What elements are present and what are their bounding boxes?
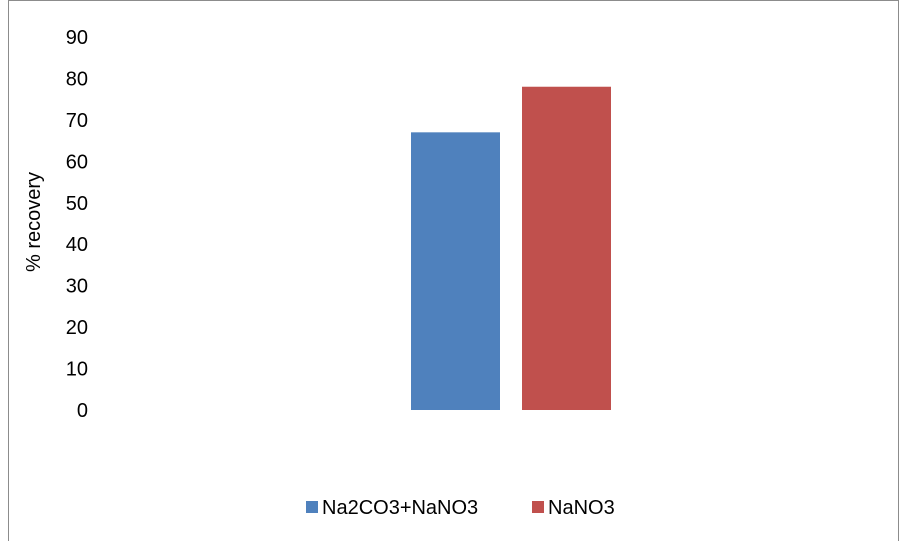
chart-frame	[8, 0, 899, 541]
y-tick-label: 70	[66, 110, 88, 132]
y-tick-label: 60	[66, 151, 88, 173]
y-tick-label: 90	[66, 27, 88, 49]
y-tick-label: 30	[66, 276, 88, 298]
bar-na2co3-nano3	[411, 132, 500, 411]
y-tick-label: 80	[66, 68, 88, 90]
legend-label: NaNO3	[548, 497, 615, 519]
bars	[411, 86, 611, 411]
y-tick-label: 0	[77, 400, 88, 422]
y-tick-label: 10	[66, 359, 88, 381]
legend-swatch	[532, 501, 544, 513]
y-tick-label: 50	[66, 193, 88, 215]
y-axis-ticks: 0 10 20 30 40 50 60 70 80 90	[66, 27, 88, 422]
y-tick-label: 40	[66, 234, 88, 256]
bar-nano3	[522, 86, 611, 410]
y-tick-label: 20	[66, 317, 88, 339]
y-axis-label: % recovery	[23, 172, 45, 272]
legend: Na2CO3+NaNO3 NaNO3	[306, 497, 615, 519]
legend-swatch	[306, 501, 318, 513]
legend-label: Na2CO3+NaNO3	[322, 497, 478, 519]
